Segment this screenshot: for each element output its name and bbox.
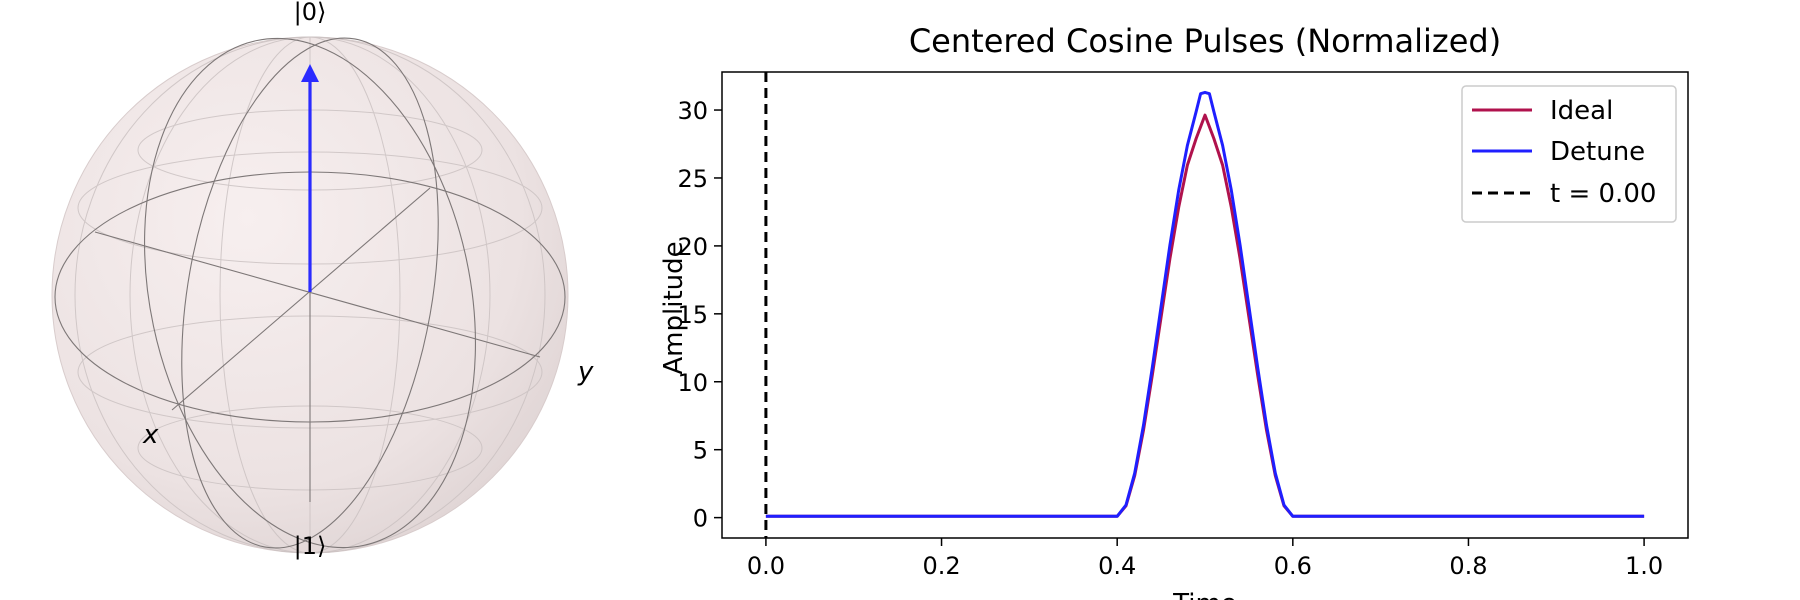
legend: Ideal Detune t = 0.00 — [1461, 85, 1677, 223]
y-tick-label: 5 — [693, 437, 708, 465]
series-layer — [764, 72, 1645, 538]
state-vector-arrowhead — [301, 64, 319, 82]
y-tick-label: 0 — [693, 505, 708, 533]
y-axis-line — [171, 187, 431, 411]
y-tick-label: 25 — [677, 165, 708, 193]
bloch-label-one: |1⟩ — [294, 532, 327, 560]
y-tick-label: 15 — [677, 301, 708, 329]
sphere-great-circles — [54, 37, 566, 549]
y-tick-label: 10 — [677, 369, 708, 397]
bloch-label-zero: |0⟩ — [294, 0, 327, 26]
x-tick-label: 1.0 — [1625, 552, 1663, 580]
y-tick-label: 20 — [677, 233, 708, 261]
x-tick-label: 0.0 — [747, 552, 785, 580]
pulse-chart: Centered Cosine Pulses (Normalized) 0 5 10… — [659, 22, 1689, 600]
x-axis-line — [94, 231, 541, 358]
x-axis-label: Time — [1172, 589, 1237, 600]
y-tick-label: 30 — [677, 97, 708, 125]
bloch-label-x: x — [142, 420, 159, 450]
x-tick-label: 0.8 — [1449, 552, 1487, 580]
legend-label-ideal: Ideal — [1550, 96, 1613, 126]
legend-label-time-marker: t = 0.00 — [1550, 179, 1656, 209]
bloch-label-y: y — [577, 357, 594, 387]
x-tick-label: 0.2 — [922, 552, 960, 580]
meridian-x — [144, 37, 476, 549]
x-axis-ticks: 0.0 0.2 0.4 0.6 0.8 1.0 — [747, 538, 1663, 580]
x-tick-label: 0.6 — [1274, 552, 1312, 580]
legend-label-detune: Detune — [1550, 137, 1645, 167]
bloch-sphere: |0⟩ |1⟩ x y — [51, 0, 594, 560]
legend-box — [1461, 85, 1677, 223]
meridian-y — [181, 37, 439, 549]
chart-title: Centered Cosine Pulses (Normalized) — [909, 22, 1501, 60]
series-line-detune — [765, 90, 1645, 518]
y-axis-ticks: 0 5 10 15 20 25 30 — [677, 97, 722, 533]
y-axis-label: Amplitude — [659, 241, 689, 374]
x-tick-label: 0.4 — [1098, 552, 1136, 580]
